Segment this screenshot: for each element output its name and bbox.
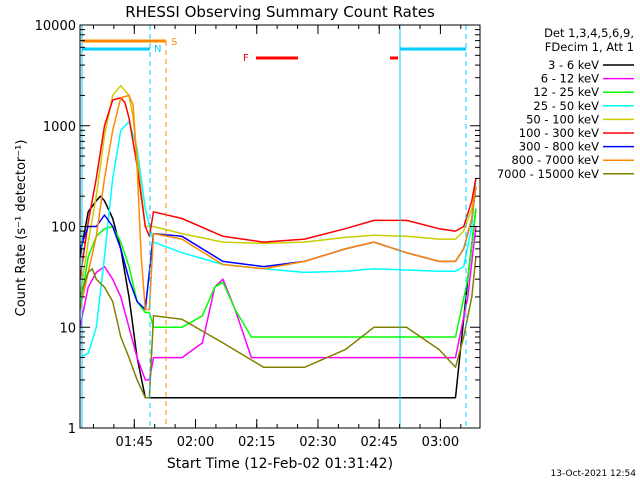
y-tick-label: 100 — [51, 221, 76, 236]
x-tick-label: 02:30 — [299, 435, 336, 450]
plot-lines — [79, 84, 477, 399]
series-line-2 — [79, 226, 477, 381]
legend-label: 800 - 7000 keV — [511, 153, 599, 167]
y-tick-label: 10 — [59, 321, 76, 336]
legend-label: 50 - 100 keV — [526, 112, 599, 126]
legend-label: 6 - 12 keV — [541, 72, 599, 86]
series-line-6 — [79, 96, 477, 280]
legend-label: 100 - 300 keV — [519, 126, 599, 140]
series-line-8 — [79, 94, 477, 311]
legend-label: 3 - 6 keV — [548, 58, 599, 72]
legend-label: 300 - 800 keV — [519, 140, 599, 154]
annotation-f: F — [243, 53, 249, 64]
legend-header-line2: FDecim 1, Att 1 — [545, 40, 634, 54]
series-line-1 — [79, 195, 477, 399]
y-tick-label: 1 — [68, 422, 76, 437]
legend-label: 7000 - 15000 keV — [497, 167, 599, 181]
legend-label: 12 - 25 keV — [533, 85, 599, 99]
y-tick-label: 10000 — [35, 19, 76, 34]
timestamp: 13-Oct-2021 12:54 — [551, 469, 637, 479]
x-axis-label: Start Time (12-Feb-02 01:31:42) — [167, 456, 393, 472]
x-tick-label: 02:00 — [177, 435, 214, 450]
annotation-s: S — [171, 37, 177, 48]
chart-title: RHESSI Observing Summary Count Rates — [125, 3, 435, 21]
axes-ticks: 1 10 100 1000 10000 01:45 02:00 02:15 02:30 02:45… — [35, 19, 480, 450]
annotation-layer: NS F — [81, 25, 467, 428]
legend-header-line1: Det 1,3,4,5,6,9, — [544, 26, 634, 40]
y-axis-label: Count Rate (s⁻¹ detector⁻¹) — [14, 140, 29, 317]
x-tick-label: 02:45 — [360, 435, 397, 450]
x-tick-label: 01:45 — [116, 435, 153, 450]
x-tick-label: 02:15 — [238, 435, 275, 450]
annotation-n: N — [154, 44, 161, 55]
series-line-4 — [79, 120, 477, 359]
x-tick-label: 03:00 — [422, 435, 459, 450]
legend-label: 25 - 50 keV — [533, 99, 599, 113]
series-line-9 — [79, 256, 477, 399]
y-tick-label: 1000 — [43, 120, 76, 135]
